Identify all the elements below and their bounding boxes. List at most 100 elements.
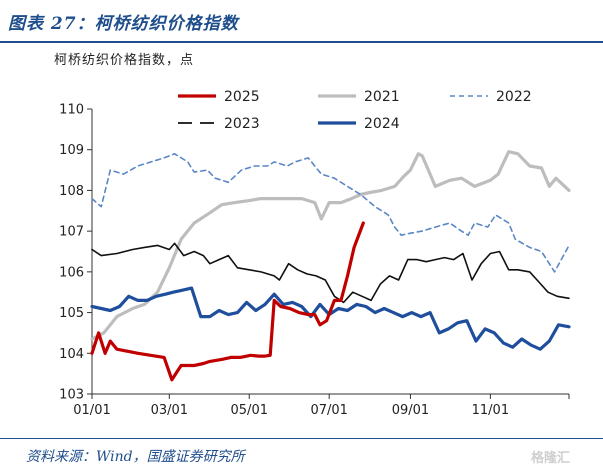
data-point-2021 xyxy=(340,202,341,203)
data-point-2023 xyxy=(352,292,353,293)
data-point-2021 xyxy=(234,202,235,203)
data-point-2023 xyxy=(416,259,417,260)
data-point-2025 xyxy=(110,341,111,342)
data-point-2021 xyxy=(418,153,419,154)
data-point-2025 xyxy=(181,365,182,366)
data-point-2022 xyxy=(422,231,423,232)
data-point-2024 xyxy=(530,345,531,346)
data-point-2023 xyxy=(371,300,372,301)
data-point-2021 xyxy=(289,198,290,199)
data-point-2021 xyxy=(541,167,542,168)
data-point-2022 xyxy=(228,182,229,183)
data-point-2022 xyxy=(295,161,296,162)
data-point-2022 xyxy=(308,157,309,158)
data-point-2022 xyxy=(123,174,124,175)
data-point-2022 xyxy=(360,194,361,195)
data-point-2021 xyxy=(103,332,104,333)
data-point-2025 xyxy=(314,314,315,315)
data-point-2021 xyxy=(351,198,352,199)
data-point-2025 xyxy=(209,361,210,362)
data-point-2024 xyxy=(301,306,302,307)
data-point-2022 xyxy=(194,172,195,173)
data-point-2025 xyxy=(280,306,281,307)
data-point-2022 xyxy=(347,186,348,187)
data-point-2024 xyxy=(521,338,522,339)
data-point-2025 xyxy=(91,353,92,354)
data-point-2024 xyxy=(549,341,550,342)
data-point-2023 xyxy=(306,273,307,274)
series-2025 xyxy=(90,221,365,382)
data-point-2021 xyxy=(144,304,145,305)
data-point-2022 xyxy=(137,165,138,166)
data-point-2024 xyxy=(384,308,385,309)
legend-item-2021: 2021 xyxy=(318,89,400,105)
data-point-2024 xyxy=(219,310,220,311)
data-point-2023 xyxy=(426,261,427,262)
data-point-2024 xyxy=(292,302,293,303)
data-point-2025 xyxy=(270,355,271,356)
data-point-2021 xyxy=(461,178,462,179)
data-point-2024 xyxy=(91,306,92,307)
data-point-2024 xyxy=(137,300,138,301)
data-point-2023 xyxy=(380,284,381,285)
series-layer xyxy=(90,150,571,382)
data-point-2022 xyxy=(274,161,275,162)
data-point-2022 xyxy=(254,165,255,166)
data-point-2022 xyxy=(554,271,555,272)
data-point-2023 xyxy=(462,253,463,254)
data-point-2023 xyxy=(237,267,238,268)
data-point-2024 xyxy=(558,324,559,325)
data-point-2025 xyxy=(98,332,99,333)
data-point-2024 xyxy=(420,316,421,317)
y-ticks: 103 104 105 106 107 108 109 110 xyxy=(59,103,92,403)
data-point-2022 xyxy=(495,214,496,215)
data-point-2022 xyxy=(287,165,288,166)
data-point-2021 xyxy=(301,198,302,199)
data-point-2023 xyxy=(547,292,548,293)
data-point-2025 xyxy=(203,363,204,364)
data-point-2022 xyxy=(435,227,436,228)
data-point-2022 xyxy=(207,170,208,171)
data-point-2022 xyxy=(515,239,516,240)
data-point-2023 xyxy=(297,269,298,270)
data-point-2022 xyxy=(110,170,111,171)
data-point-2021 xyxy=(91,338,92,339)
data-point-2023 xyxy=(169,249,170,250)
data-point-2024 xyxy=(101,308,102,309)
data-point-2023 xyxy=(568,298,569,299)
data-point-2024 xyxy=(338,308,339,309)
data-point-2025 xyxy=(334,300,335,301)
data-point-2022 xyxy=(508,222,509,223)
data-point-2025 xyxy=(250,355,251,356)
data-point-2023 xyxy=(116,253,117,254)
data-point-2025 xyxy=(137,353,138,354)
data-point-2024 xyxy=(209,316,210,317)
data-point-2022 xyxy=(449,222,450,223)
data-point-2025 xyxy=(340,300,341,301)
data-point-2022 xyxy=(241,170,242,171)
x-tick-label: 11/01 xyxy=(472,403,509,418)
data-point-2025 xyxy=(164,357,165,358)
data-point-2021 xyxy=(449,180,450,181)
data-point-2025 xyxy=(171,379,172,380)
data-point-2023 xyxy=(481,263,482,264)
data-point-2021 xyxy=(490,180,491,181)
data-point-2021 xyxy=(435,186,436,187)
watermark-logo: 格隆汇 xyxy=(531,451,571,466)
data-point-2023 xyxy=(453,259,454,260)
data-point-2021 xyxy=(249,200,250,201)
data-point-2021 xyxy=(381,190,382,191)
data-point-2025 xyxy=(298,312,299,313)
legend-label-2025: 2025 xyxy=(224,89,260,105)
data-point-2023 xyxy=(471,279,472,280)
data-point-2023 xyxy=(316,275,317,276)
data-point-2024 xyxy=(228,314,229,315)
data-point-2024 xyxy=(503,343,504,344)
legend-label-2021: 2021 xyxy=(364,89,400,105)
data-point-2023 xyxy=(389,275,390,276)
data-point-2022 xyxy=(187,161,188,162)
data-point-2021 xyxy=(157,292,158,293)
data-point-2024 xyxy=(156,296,157,297)
data-point-2024 xyxy=(448,328,449,329)
